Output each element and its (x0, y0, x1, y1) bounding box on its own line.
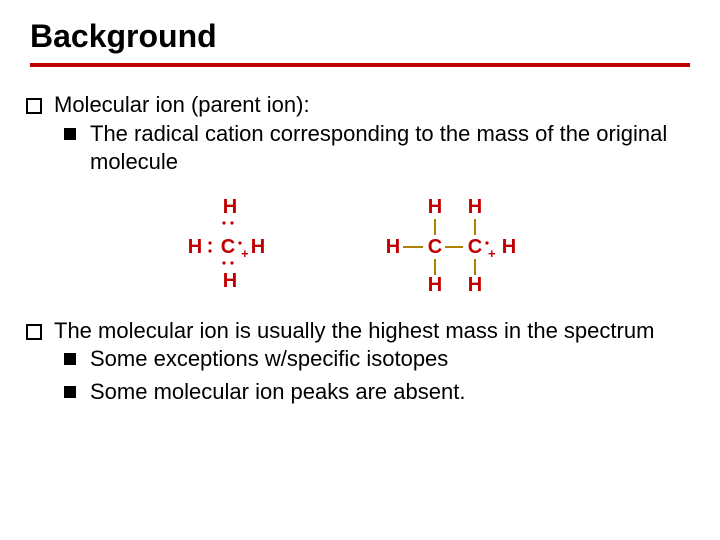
sub-item-2-1: Some exceptions w/specific isotopes (90, 345, 690, 374)
svg-text:H: H (223, 270, 237, 292)
sub-item-2-2: Some molecular ion peaks are absent. (90, 378, 690, 407)
svg-text:C: C (468, 236, 482, 258)
svg-text:H: H (468, 196, 482, 218)
svg-text:H: H (188, 236, 202, 258)
svg-text:H: H (223, 196, 237, 218)
svg-text:C: C (428, 236, 442, 258)
svg-text:H: H (428, 274, 442, 295)
svg-text:H: H (428, 196, 442, 218)
svg-text:+: + (488, 246, 496, 261)
molecule-methane-cation: H H C + H H (175, 195, 295, 295)
svg-text:C: C (221, 236, 235, 258)
bullet-text-1: Molecular ion (parent ion): (54, 92, 310, 117)
svg-text:H: H (251, 236, 265, 258)
slide-title: Background (30, 18, 690, 55)
sub-list-2: Some exceptions w/specific isotopes Some… (54, 345, 690, 406)
molecule-ethane-cation: H H H C C + H H H (365, 195, 545, 295)
svg-text:H: H (468, 274, 482, 295)
main-list: Molecular ion (parent ion): The radical … (30, 91, 690, 177)
bullet-item-1: Molecular ion (parent ion): The radical … (54, 91, 690, 177)
sub-list-1: The radical cation corresponding to the … (54, 120, 690, 177)
main-list-2: The molecular ion is usually the highest… (30, 317, 690, 407)
title-underline (30, 63, 690, 67)
bullet-item-2: The molecular ion is usually the highest… (54, 317, 690, 407)
bullet-text-2: The molecular ion is usually the highest… (54, 318, 654, 343)
svg-text:H: H (502, 236, 516, 258)
chemical-diagram: H H C + H H H H H C C + H H (30, 195, 690, 295)
svg-text:+: + (241, 246, 249, 261)
sub-item-1-1: The radical cation corresponding to the … (90, 120, 690, 177)
svg-text:H: H (386, 236, 400, 258)
